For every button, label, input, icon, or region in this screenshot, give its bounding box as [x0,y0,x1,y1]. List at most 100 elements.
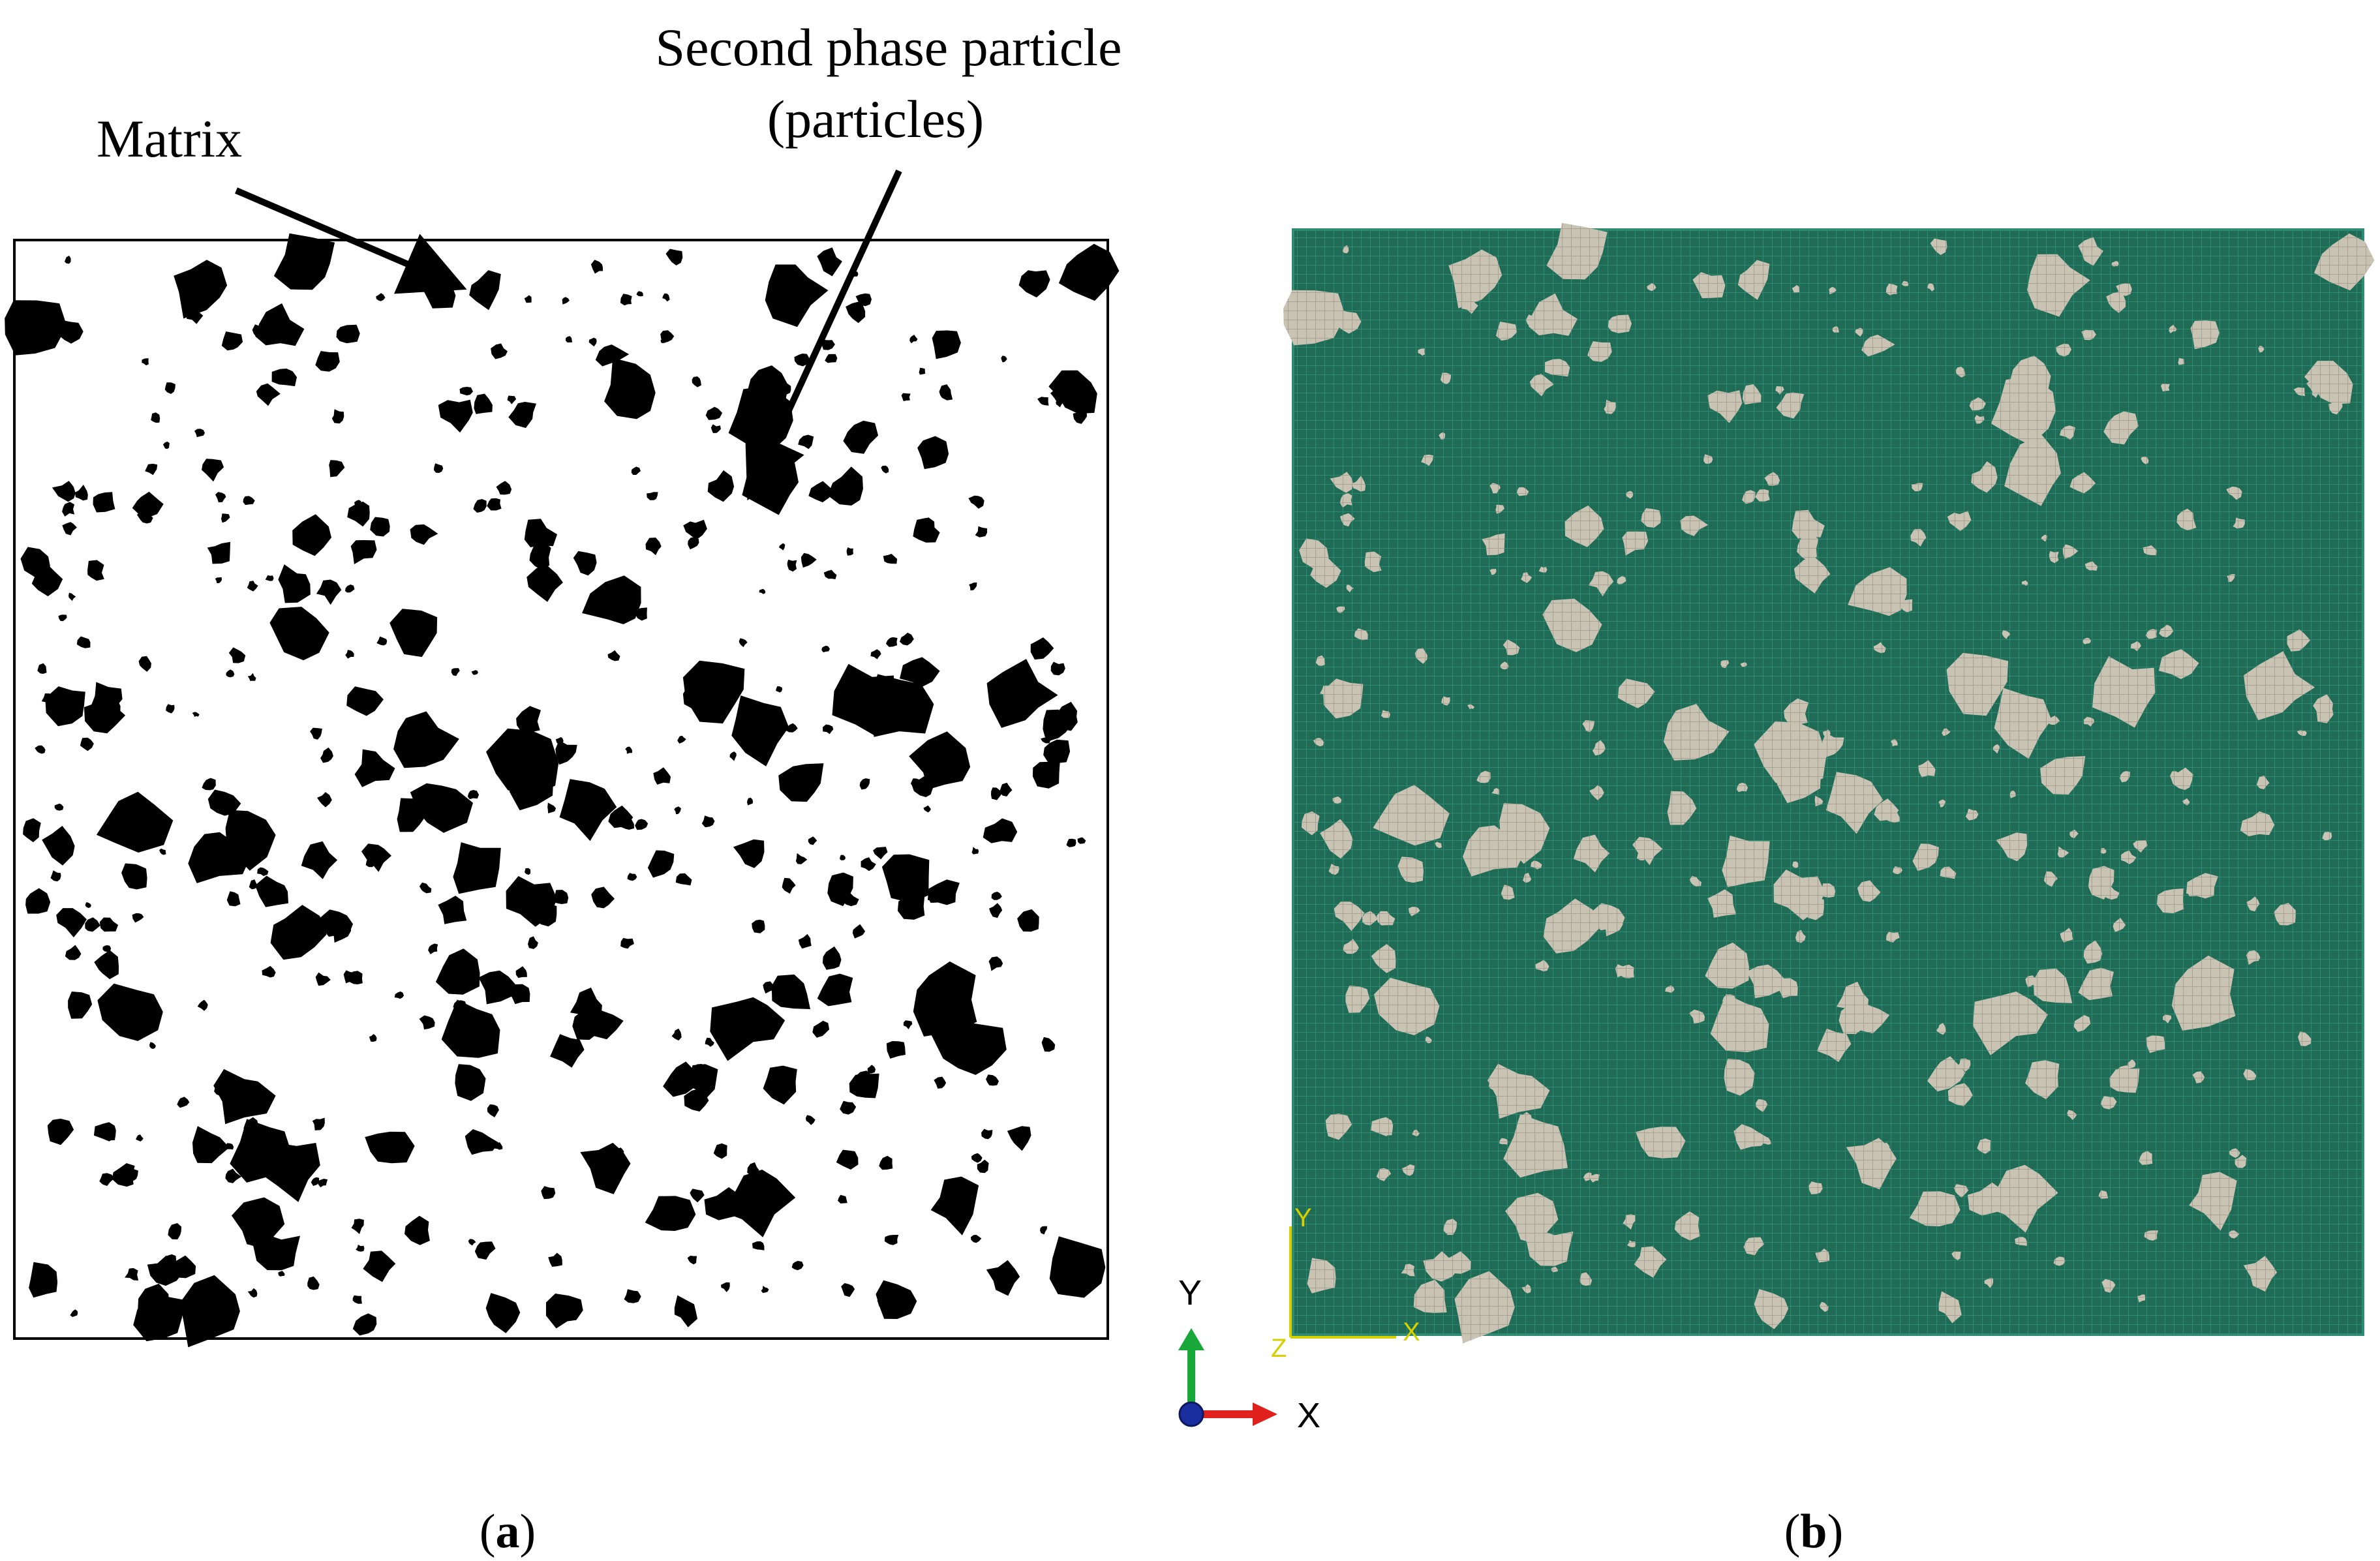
particle [525,868,531,875]
particle [1689,875,1701,887]
particle [1996,832,2028,862]
particle [524,519,557,548]
particle [47,1118,74,1145]
particle [87,560,104,581]
particle [471,670,478,675]
particle [705,406,723,420]
particle [1636,1127,1686,1159]
particle [2082,637,2092,644]
particle [262,965,276,978]
particle [451,668,460,676]
particle [2170,767,2193,790]
particle [54,803,64,811]
particle [147,1255,185,1286]
particle [791,1260,804,1271]
particle [808,836,817,845]
particle [647,850,675,878]
particle [838,1194,847,1204]
particle [849,1073,879,1099]
particle [1413,1279,1447,1313]
particle [1966,670,1974,676]
particle [873,847,888,860]
particle [1814,795,1823,807]
particle [692,376,701,387]
particle [394,991,404,999]
particle [573,551,597,576]
particle [1974,415,1985,424]
particle [376,293,386,301]
particle [243,496,255,506]
particle [547,802,557,813]
particle [662,293,670,302]
particle [254,875,288,907]
particle [2171,955,2236,1031]
particle [1732,847,1768,877]
particle [1991,376,2056,446]
panel-b-mesh [1292,228,2364,1336]
particle [133,1296,185,1342]
particle [843,420,879,454]
particle [778,763,824,802]
particle [1591,903,1625,931]
particle [1414,648,1427,664]
particle [2056,343,2072,357]
particle [1784,698,1809,725]
particle [590,260,603,274]
particle [1665,985,1675,993]
particle [988,956,1003,971]
particle [932,330,961,359]
particle [344,584,355,593]
particle [968,495,984,509]
particle [221,331,243,351]
particle [1345,986,1370,1013]
particle [2163,1014,2172,1024]
particle [1740,662,1747,667]
particle [2053,1256,2066,1266]
particle [2092,656,2156,728]
particle [52,481,76,502]
particle [710,997,786,1061]
particle [1517,487,1529,496]
particle [674,1295,697,1327]
particle [1947,1083,1973,1106]
particle [859,778,870,790]
particle [919,367,926,375]
triad-x-label: X [1297,1396,1320,1435]
particle [703,678,710,684]
particle [1822,733,1844,757]
particle [1938,1291,1962,1324]
particle [548,1252,562,1267]
particle [572,1003,605,1040]
particle [2274,903,2296,926]
particle [354,749,395,787]
particle [1017,909,1039,932]
particle [1489,483,1501,494]
particle [1454,1271,1515,1344]
particle [1703,454,1713,464]
particle [677,735,686,744]
panel-a-frame [13,239,1109,1340]
particle [487,1104,499,1117]
particle [909,335,918,344]
particle [934,1076,947,1089]
particle [215,577,222,583]
particle [2049,551,2059,564]
particle [625,746,632,754]
particle [2084,561,2098,571]
particle [1710,993,1769,1052]
particle [1018,270,1050,297]
particle [852,924,866,939]
particle [23,818,41,843]
particle [473,499,487,513]
particle [35,745,46,754]
particle [798,933,812,949]
particle [1793,557,1831,594]
particle [1869,1018,1878,1027]
particle [1663,704,1730,761]
particle [2139,1151,2153,1165]
particle [805,1115,816,1125]
particle [307,1276,320,1290]
particle [779,543,786,551]
particle [2328,401,2343,415]
particle [881,854,930,903]
